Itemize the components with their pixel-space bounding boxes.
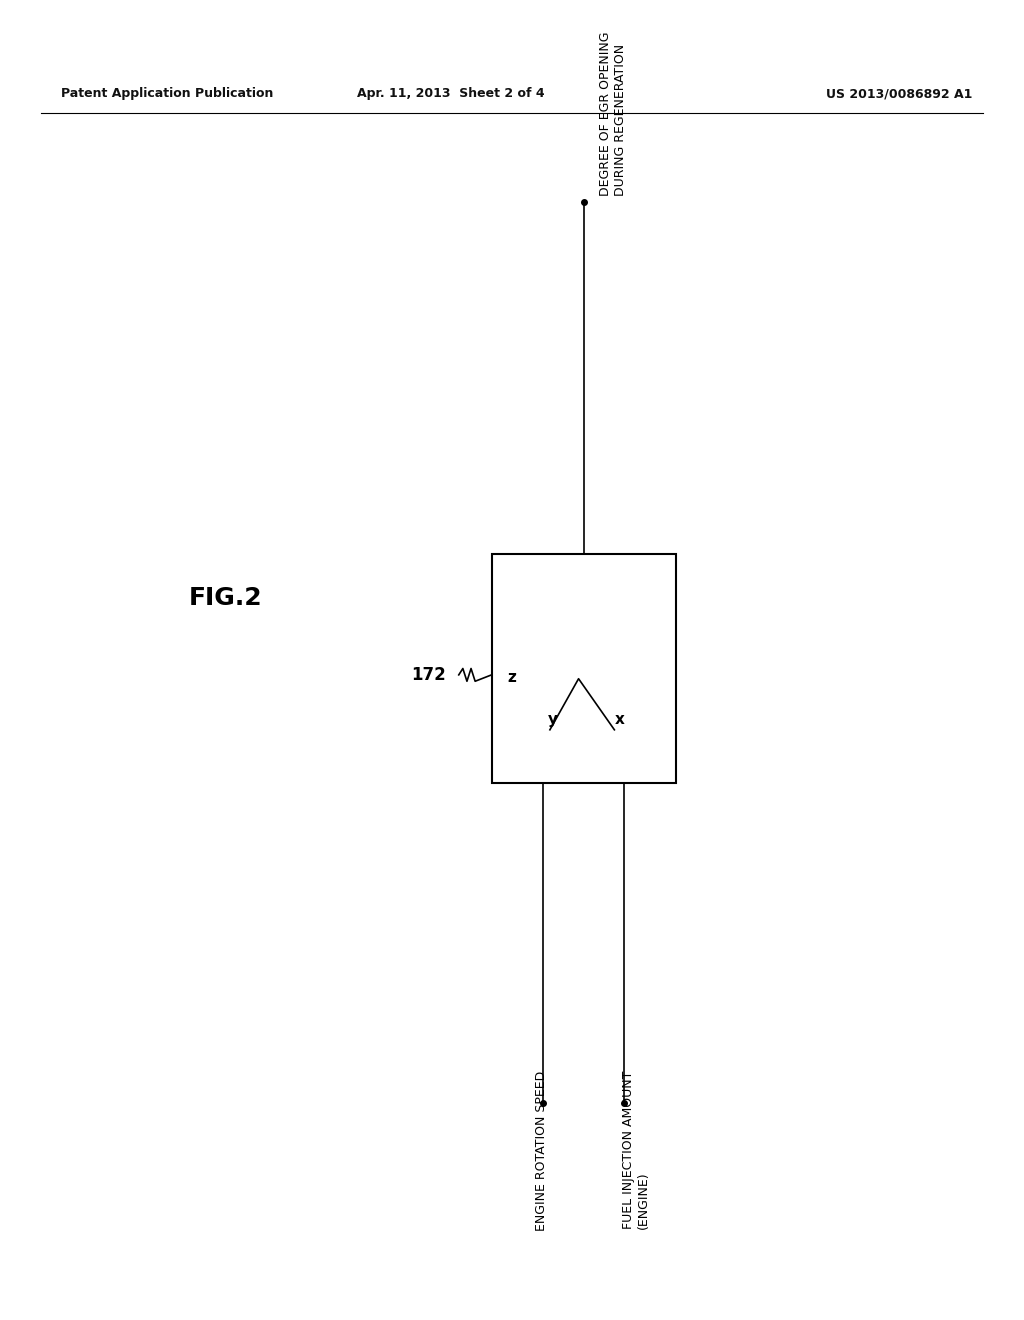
Text: Apr. 11, 2013  Sheet 2 of 4: Apr. 11, 2013 Sheet 2 of 4	[356, 87, 545, 100]
Text: US 2013/0086892 A1: US 2013/0086892 A1	[826, 87, 973, 100]
Text: FUEL INJECTION AMOUNT
(ENGINE): FUEL INJECTION AMOUNT (ENGINE)	[622, 1071, 649, 1229]
Text: z: z	[507, 671, 516, 685]
Text: ENGINE ROTATION SPEED: ENGINE ROTATION SPEED	[535, 1071, 548, 1232]
Text: y: y	[548, 711, 558, 727]
Text: x: x	[614, 711, 625, 727]
Text: Patent Application Publication: Patent Application Publication	[61, 87, 273, 100]
Bar	[492, 553, 676, 784]
Text: DEGREE OF EGR OPENING
DURING REGENERATION: DEGREE OF EGR OPENING DURING REGENERATIO…	[599, 32, 627, 195]
Text: FIG.2: FIG.2	[188, 586, 262, 610]
Text: 172: 172	[411, 665, 445, 684]
